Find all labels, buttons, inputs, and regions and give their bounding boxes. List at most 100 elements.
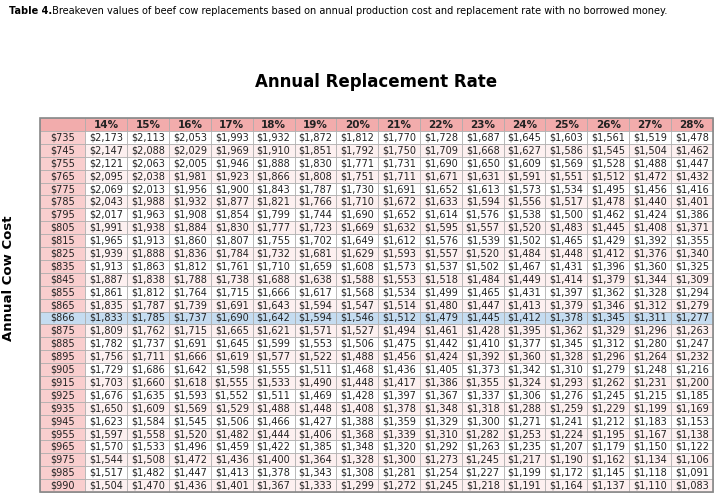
Bar	[378, 312, 420, 325]
Bar	[169, 157, 211, 169]
Text: $1,231: $1,231	[633, 377, 667, 388]
Text: $1,371: $1,371	[675, 223, 708, 233]
Bar	[629, 169, 671, 182]
Bar	[86, 389, 127, 402]
Bar	[336, 195, 378, 208]
Bar	[86, 414, 127, 427]
Bar	[169, 337, 211, 350]
Bar	[420, 312, 462, 325]
Text: $1,215: $1,215	[633, 390, 667, 400]
Text: $1,761: $1,761	[215, 261, 248, 271]
Bar	[40, 312, 86, 325]
Text: $1,300: $1,300	[382, 455, 416, 465]
Text: $1,200: $1,200	[675, 377, 708, 388]
Bar	[40, 221, 86, 234]
Bar	[253, 479, 294, 492]
Bar	[40, 414, 86, 427]
Bar	[86, 131, 127, 144]
Text: $1,263: $1,263	[675, 326, 708, 336]
Text: $1,212: $1,212	[591, 416, 625, 426]
Bar	[546, 286, 588, 299]
Bar	[294, 131, 336, 144]
Text: 26%: 26%	[595, 120, 621, 130]
Text: $2,005: $2,005	[173, 158, 207, 168]
Text: 15%: 15%	[135, 120, 161, 130]
Bar	[588, 337, 629, 350]
Text: $1,751: $1,751	[341, 171, 374, 181]
Text: $1,631: $1,631	[466, 171, 500, 181]
Bar	[671, 402, 713, 414]
Bar	[420, 363, 462, 376]
Bar	[378, 286, 420, 299]
Text: $1,609: $1,609	[508, 158, 541, 168]
Text: $805: $805	[50, 223, 75, 233]
Text: $1,199: $1,199	[508, 468, 541, 478]
Bar	[127, 118, 169, 131]
Bar	[40, 427, 86, 440]
Bar	[336, 453, 378, 466]
Bar	[169, 312, 211, 325]
Text: $1,273: $1,273	[424, 455, 458, 465]
Text: $1,359: $1,359	[382, 416, 416, 426]
Bar	[504, 195, 546, 208]
Text: $1,599: $1,599	[256, 339, 291, 349]
Bar	[336, 144, 378, 157]
Bar	[504, 453, 546, 466]
Bar	[588, 221, 629, 234]
Bar	[294, 440, 336, 453]
Bar	[211, 402, 253, 414]
Bar	[462, 273, 504, 286]
Text: $1,555: $1,555	[256, 364, 291, 375]
Text: $1,340: $1,340	[675, 248, 708, 258]
Bar	[294, 247, 336, 260]
Text: $1,568: $1,568	[341, 287, 374, 297]
Text: $1,561: $1,561	[591, 132, 625, 143]
Bar	[169, 286, 211, 299]
Bar	[336, 363, 378, 376]
Text: $1,520: $1,520	[173, 429, 207, 439]
Text: $1,183: $1,183	[633, 416, 667, 426]
Text: $1,558: $1,558	[131, 429, 165, 439]
Text: $1,378: $1,378	[382, 403, 416, 413]
Text: $2,088: $2,088	[131, 145, 165, 156]
Bar	[588, 169, 629, 182]
Bar	[462, 208, 504, 221]
Bar	[378, 337, 420, 350]
Text: $1,932: $1,932	[256, 132, 291, 143]
Bar	[546, 260, 588, 273]
Text: $1,553: $1,553	[298, 339, 333, 349]
Bar	[462, 131, 504, 144]
Text: $1,431: $1,431	[549, 261, 583, 271]
Text: $1,362: $1,362	[549, 326, 583, 336]
Text: $1,908: $1,908	[173, 210, 207, 220]
Text: $1,545: $1,545	[591, 145, 625, 156]
Bar	[336, 350, 378, 363]
Bar	[40, 118, 713, 492]
Text: $1,551: $1,551	[549, 171, 583, 181]
Bar	[40, 234, 86, 247]
Bar	[378, 221, 420, 234]
Bar	[462, 440, 504, 453]
Bar	[420, 479, 462, 492]
Bar	[336, 299, 378, 312]
Bar	[420, 402, 462, 414]
Text: $1,465: $1,465	[549, 236, 583, 246]
Bar	[546, 273, 588, 286]
Text: $1,671: $1,671	[424, 171, 458, 181]
Bar	[40, 389, 86, 402]
Bar	[86, 182, 127, 195]
Bar	[294, 169, 336, 182]
Bar	[671, 286, 713, 299]
Bar	[462, 337, 504, 350]
Text: $1,328: $1,328	[633, 287, 667, 297]
Text: $1,506: $1,506	[215, 416, 248, 426]
Bar	[86, 221, 127, 234]
Bar	[253, 402, 294, 414]
Text: $1,329: $1,329	[591, 326, 625, 336]
Bar	[420, 131, 462, 144]
Bar	[546, 299, 588, 312]
Bar	[420, 376, 462, 389]
Text: $1,227: $1,227	[466, 468, 500, 478]
Bar	[588, 157, 629, 169]
Bar	[211, 260, 253, 273]
